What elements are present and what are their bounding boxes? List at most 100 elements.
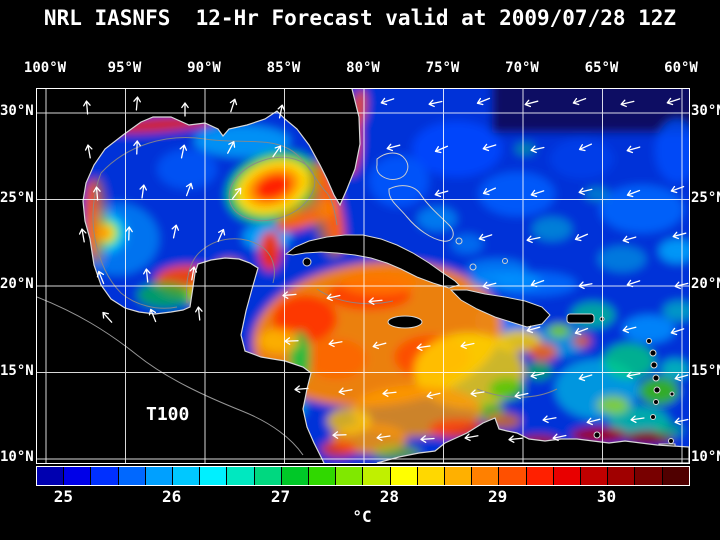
wind-arrow: [674, 281, 689, 290]
wind-arrow: [578, 143, 593, 152]
wind-arrow: [179, 144, 188, 159]
wind-arrow: [524, 99, 539, 108]
wind-arrow: [83, 100, 91, 115]
bahamas-banks: [376, 152, 508, 271]
wind-arrow: [372, 341, 387, 350]
colorbar-cell: [472, 467, 499, 485]
wind-arrow: [78, 228, 87, 243]
wind-arrow: [428, 99, 443, 108]
colorbar-cell: [145, 467, 173, 485]
wind-arrow: [530, 189, 545, 198]
lat-label-left-30n: 30°N: [0, 103, 34, 119]
wind-arrow: [626, 371, 641, 380]
wind-arrow: [674, 417, 689, 426]
wind-arrow: [84, 144, 93, 159]
wind-arrow: [482, 143, 497, 152]
wind-arrow: [434, 189, 449, 198]
map-plot-area: [36, 88, 690, 464]
wind-arrow: [376, 433, 391, 442]
colorbar-tick-label: 26: [161, 487, 182, 506]
lon-label-80w: 80°W: [346, 60, 380, 76]
wind-arrow: [670, 185, 685, 194]
colorbar-cell: [445, 467, 472, 485]
colorbar-cell: [64, 467, 91, 485]
wind-arrow: [195, 306, 203, 321]
wind-arrow: [542, 415, 557, 424]
wind-arrow: [460, 341, 475, 350]
wind-arrow: [526, 325, 541, 334]
wind-arrow: [133, 140, 141, 155]
island-puerto-rico: [566, 313, 595, 324]
depth-annotation: T100: [146, 404, 190, 425]
colorbar-cell: [417, 467, 445, 485]
wind-arrow: [294, 385, 309, 393]
colorbar-unit-label: °C: [352, 507, 372, 526]
colorbar-cell: [553, 467, 581, 485]
wind-arrow: [622, 325, 637, 334]
lat-label-right-20n: 20°N: [691, 276, 720, 292]
lat-label-left-20n: 20°N: [0, 276, 34, 292]
page-title: NRL IASNFS 12-Hr Forecast valid at 2009/…: [43, 6, 677, 30]
colorbar-cell: [635, 467, 662, 485]
wind-arrow: [572, 97, 587, 106]
wind-arrow: [420, 435, 435, 443]
colorbar-tick-label: 28: [379, 487, 400, 506]
wind-arrow: [96, 270, 105, 285]
lon-label-75w: 75°W: [425, 60, 460, 76]
colorbar-tick-label: 29: [487, 487, 508, 506]
lon-label-85w: 85°W: [266, 60, 301, 76]
wind-arrow: [622, 235, 637, 244]
wind-arrow: [476, 97, 491, 106]
wind-arrow: [284, 337, 299, 345]
wind-arrow: [229, 98, 238, 113]
lat-label-left-25n: 25°N: [0, 189, 34, 206]
lat-label-right-25n: 25°N: [691, 189, 720, 206]
colorbar-cell: [309, 467, 336, 485]
wind-arrow: [666, 97, 681, 106]
lat-label-right-30n: 30°N: [691, 103, 720, 119]
wind-arrow: [482, 281, 497, 290]
island-isle-of-youth: [302, 257, 312, 267]
temperature-field-map: [37, 89, 689, 463]
colorbar-cell: [118, 467, 145, 485]
lon-label-100w: 100°W: [23, 60, 67, 76]
wind-arrow: [232, 187, 242, 200]
wind-arrow: [181, 102, 189, 117]
wind-arrow: [426, 391, 441, 400]
lat-label-right-15n: 15°N: [691, 362, 720, 379]
colorbar-cell: [37, 467, 64, 485]
wind-arrow: [626, 189, 641, 198]
wind-arrow: [338, 387, 353, 396]
colorbar-cell: [200, 467, 227, 485]
wind-arrow: [102, 311, 113, 323]
colorbar-cell: [254, 467, 281, 485]
wind-arrow: [672, 231, 687, 240]
wind-arrow: [508, 435, 523, 443]
island-jamaica: [387, 315, 423, 329]
wind-arrow: [148, 308, 157, 323]
wind-arrow: [530, 279, 545, 288]
wind-arrow: [574, 327, 589, 336]
island-cuba: [284, 234, 460, 289]
wind-arrow: [282, 291, 297, 299]
colorbar-cell: [390, 467, 417, 485]
colorbar-cell: [526, 467, 553, 485]
wind-arrow: [189, 266, 198, 281]
wind-arrow: [434, 145, 449, 154]
wind-arrow: [514, 391, 529, 400]
colorbar: [36, 466, 690, 486]
wind-arrow: [416, 343, 431, 352]
wind-arrow: [578, 281, 593, 290]
wind-arrow: [332, 431, 347, 439]
wind-arrow: [578, 373, 593, 382]
wind-arrow: [328, 339, 343, 348]
lon-label-60w: 60°W: [664, 60, 698, 76]
wind-arrow: [482, 187, 497, 196]
sea-temperature-field: [37, 89, 689, 463]
wind-arrow: [626, 279, 641, 288]
wind-arrow: [386, 143, 401, 152]
lon-label-65w: 65°W: [584, 60, 619, 76]
colorbar-cell: [227, 467, 254, 485]
wind-arrow: [626, 145, 641, 154]
